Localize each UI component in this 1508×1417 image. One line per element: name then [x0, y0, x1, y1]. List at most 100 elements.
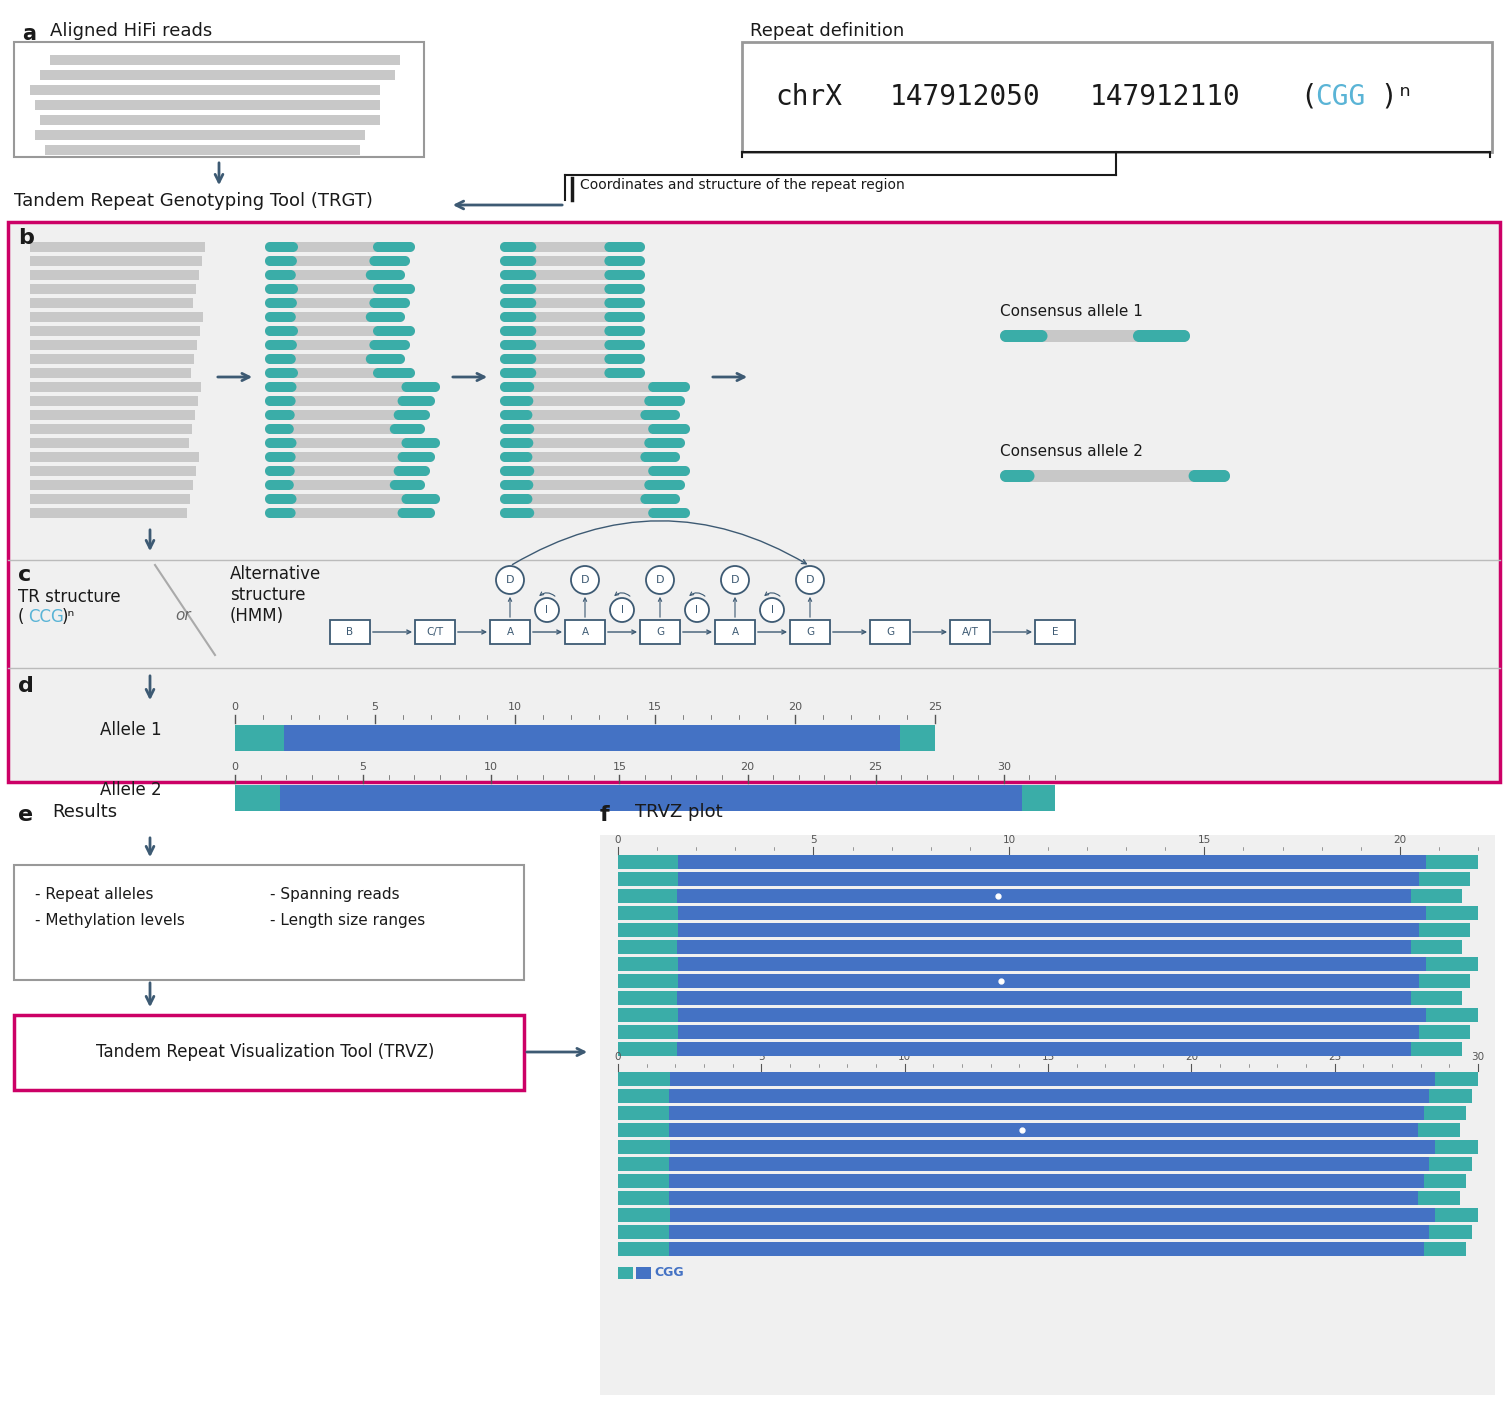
Circle shape [635, 340, 645, 350]
Circle shape [415, 480, 425, 490]
Circle shape [265, 395, 274, 407]
Bar [609, 242, 639, 252]
Bar [650, 438, 680, 448]
Text: chrX: chrX [775, 84, 841, 111]
Bar [41, 115, 380, 125]
Bar [618, 1192, 1460, 1204]
Bar [505, 495, 676, 504]
Circle shape [265, 271, 274, 281]
Text: Repeat definition: Repeat definition [749, 23, 905, 40]
Text: 5: 5 [359, 762, 366, 772]
Circle shape [406, 326, 415, 336]
Text: 30: 30 [997, 762, 1010, 772]
Bar [30, 466, 196, 476]
Text: I: I [620, 605, 623, 615]
Bar [505, 242, 531, 252]
Bar [645, 410, 676, 419]
Bar [668, 1124, 1418, 1136]
Circle shape [501, 298, 510, 307]
Bar [270, 480, 421, 490]
Circle shape [1000, 470, 1012, 482]
Bar [505, 452, 676, 462]
Circle shape [265, 312, 274, 322]
Circle shape [265, 395, 274, 407]
Circle shape [501, 509, 510, 519]
Bar [30, 495, 190, 504]
Bar [618, 990, 1461, 1005]
Circle shape [369, 298, 380, 307]
Circle shape [1178, 330, 1190, 341]
Circle shape [285, 466, 294, 476]
Circle shape [648, 466, 657, 476]
Circle shape [605, 312, 614, 322]
Bar [45, 145, 360, 154]
Text: A: A [731, 626, 739, 638]
Circle shape [525, 383, 534, 393]
Text: 20: 20 [789, 701, 802, 711]
Text: 0: 0 [615, 1051, 621, 1061]
Text: 10: 10 [484, 762, 498, 772]
Bar [270, 354, 291, 364]
Circle shape [680, 466, 691, 476]
Bar [505, 312, 639, 322]
Bar [30, 85, 380, 95]
Bar [30, 326, 201, 336]
Bar [505, 256, 639, 266]
Bar [677, 1041, 1411, 1056]
Bar [618, 905, 1478, 920]
Bar [653, 424, 685, 434]
Circle shape [501, 424, 510, 434]
Circle shape [265, 256, 274, 266]
Bar [1006, 470, 1224, 482]
Circle shape [648, 509, 657, 519]
Text: - Methylation levels: - Methylation levels [35, 913, 185, 928]
Circle shape [635, 298, 645, 307]
Bar [270, 395, 291, 407]
Bar [270, 312, 400, 322]
Bar [618, 1041, 1461, 1056]
Circle shape [287, 298, 297, 307]
Bar [379, 242, 410, 252]
Circle shape [760, 598, 784, 622]
Bar [270, 298, 406, 307]
Circle shape [611, 598, 633, 622]
Circle shape [526, 368, 537, 378]
Circle shape [265, 410, 274, 419]
Circle shape [401, 438, 412, 448]
Bar [505, 424, 529, 434]
Circle shape [635, 256, 645, 266]
Text: C/T: C/T [427, 626, 443, 638]
Bar [1194, 470, 1224, 482]
Bar [371, 354, 400, 364]
Circle shape [394, 410, 404, 419]
Circle shape [635, 354, 645, 364]
Circle shape [501, 271, 510, 281]
Bar [30, 452, 199, 462]
Bar [415, 621, 455, 643]
Bar [270, 271, 400, 281]
Bar [505, 509, 529, 519]
Text: 5: 5 [371, 701, 379, 711]
Circle shape [501, 509, 510, 519]
Circle shape [400, 256, 410, 266]
Circle shape [501, 480, 510, 490]
Circle shape [395, 271, 406, 281]
Text: 25: 25 [1329, 1051, 1341, 1061]
Circle shape [501, 452, 510, 462]
Circle shape [287, 256, 297, 266]
Bar [407, 383, 434, 393]
Circle shape [680, 424, 691, 434]
Circle shape [1133, 330, 1145, 341]
Circle shape [406, 368, 415, 378]
Circle shape [605, 242, 614, 252]
Bar [505, 271, 531, 281]
Text: 20: 20 [1185, 1051, 1197, 1061]
Circle shape [501, 340, 510, 350]
Circle shape [501, 466, 510, 476]
Bar [609, 354, 639, 364]
Text: D: D [656, 575, 664, 585]
Text: c: c [18, 565, 32, 585]
Circle shape [287, 354, 296, 364]
Bar [403, 452, 430, 462]
Bar [270, 395, 430, 407]
